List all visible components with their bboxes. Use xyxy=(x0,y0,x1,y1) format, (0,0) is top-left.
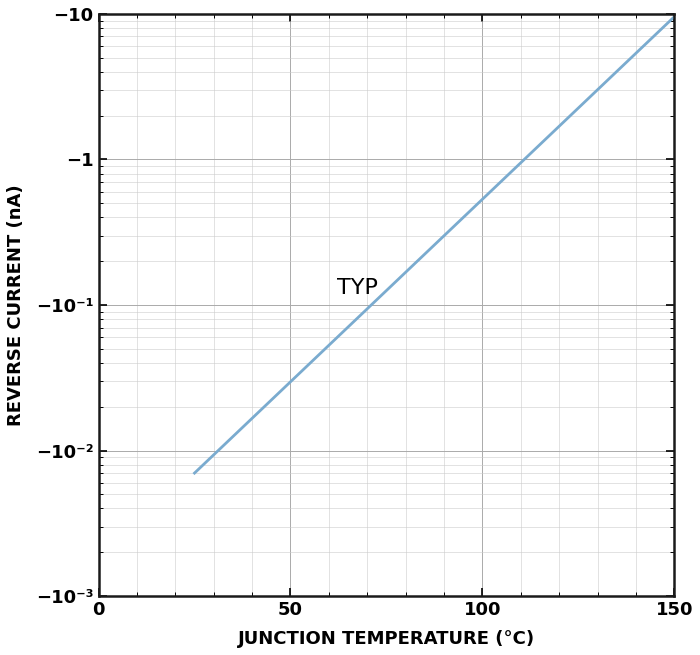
Y-axis label: REVERSE CURRENT (nA): REVERSE CURRENT (nA) xyxy=(7,184,25,426)
Text: TYP: TYP xyxy=(337,278,377,299)
X-axis label: JUNCTION TEMPERATURE (°C): JUNCTION TEMPERATURE (°C) xyxy=(238,630,535,648)
